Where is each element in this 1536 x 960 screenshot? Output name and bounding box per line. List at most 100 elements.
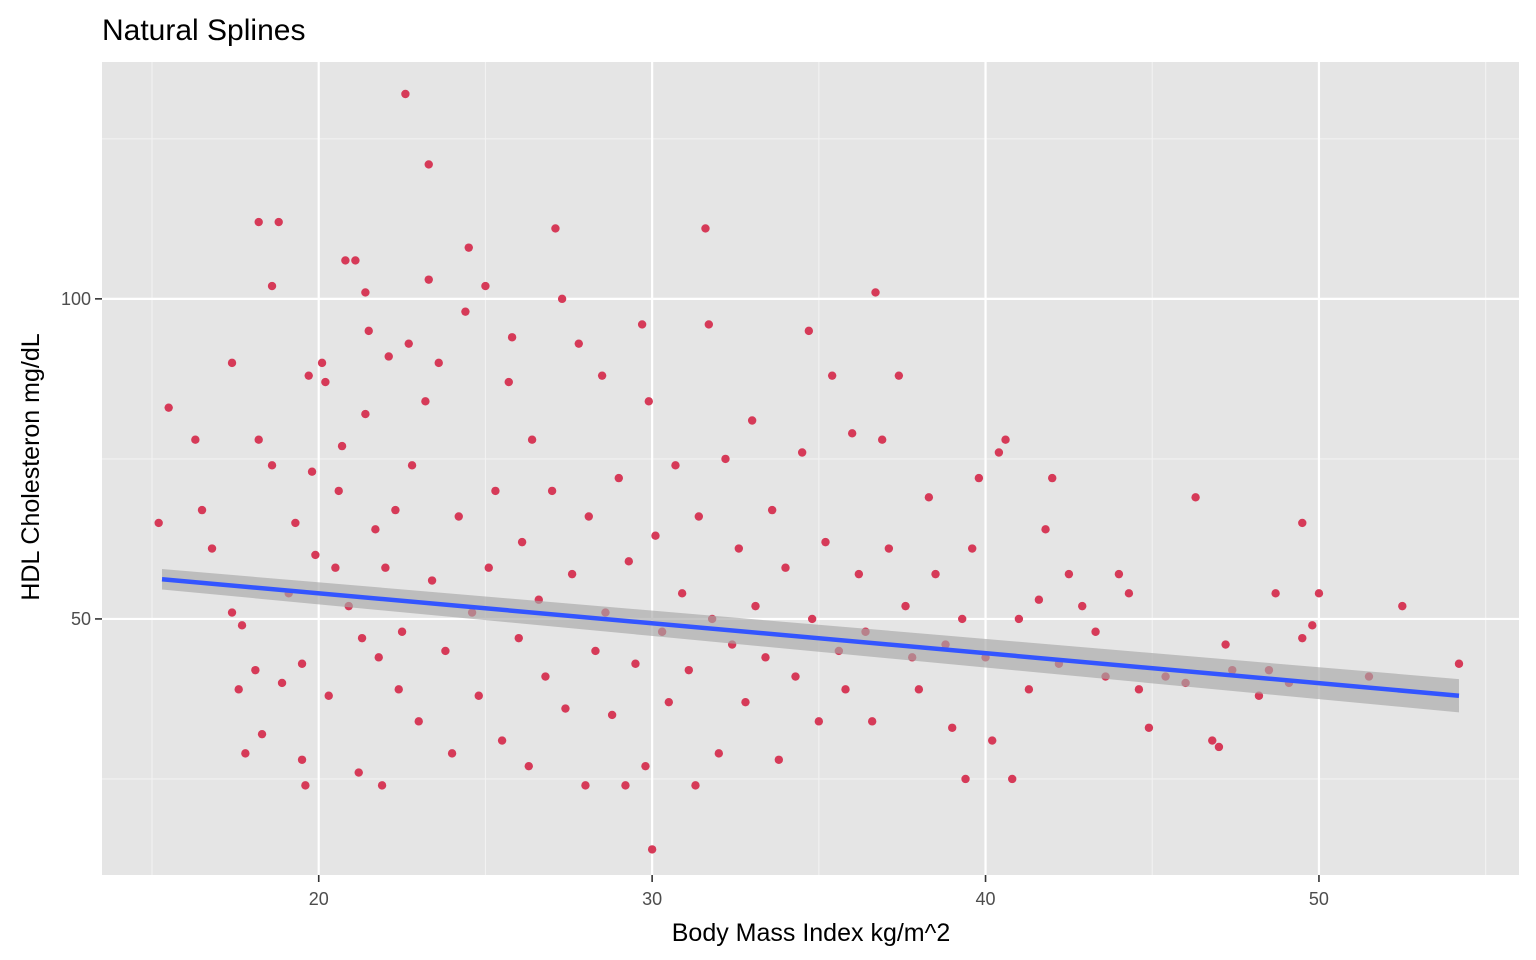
data-point <box>1134 685 1144 694</box>
data-point <box>637 320 647 329</box>
data-point <box>307 467 317 476</box>
x-tick-label: 20 <box>309 889 329 909</box>
data-point <box>474 691 483 700</box>
data-points <box>154 89 1464 854</box>
data-point <box>1298 518 1307 528</box>
data-point <box>651 531 660 540</box>
data-point <box>1048 473 1057 483</box>
data-point <box>267 461 277 470</box>
data-point <box>1208 736 1217 745</box>
data-point <box>1398 601 1407 611</box>
data-point <box>961 774 970 784</box>
data-point <box>1078 601 1087 611</box>
data-point <box>591 646 600 656</box>
data-point <box>561 704 570 713</box>
data-point <box>741 697 750 707</box>
data-point <box>567 569 577 579</box>
data-point <box>827 371 837 380</box>
data-point <box>994 448 1004 457</box>
minor-gridlines <box>102 62 1519 875</box>
data-point <box>354 768 363 777</box>
x-tick-label: 40 <box>976 889 996 909</box>
data-point <box>361 288 370 297</box>
data-point <box>1008 774 1017 784</box>
data-point <box>631 659 640 668</box>
data-point <box>671 461 680 470</box>
data-point <box>614 473 623 483</box>
data-point <box>821 537 830 547</box>
data-point <box>557 294 567 304</box>
data-point <box>581 781 590 790</box>
data-point <box>254 217 263 227</box>
data-point <box>401 89 410 99</box>
data-point <box>497 736 507 745</box>
data-point <box>484 563 493 572</box>
data-point <box>257 729 267 739</box>
data-point <box>297 755 307 764</box>
data-point <box>454 512 463 521</box>
data-point <box>324 691 333 700</box>
data-point <box>331 563 340 572</box>
y-tick-label: 100 <box>61 289 91 309</box>
data-point <box>647 845 657 854</box>
x-axis-title: Body Mass Index kg/m^2 <box>672 919 951 947</box>
data-point <box>321 377 330 387</box>
data-point <box>664 697 673 707</box>
data-point <box>341 256 350 265</box>
data-point <box>574 339 583 348</box>
data-point <box>751 601 760 611</box>
data-point <box>227 358 237 368</box>
data-point <box>854 569 864 579</box>
data-point <box>311 550 320 560</box>
data-point <box>867 717 877 726</box>
data-point <box>541 672 550 681</box>
data-point <box>948 723 957 732</box>
data-point <box>1191 493 1200 502</box>
data-point <box>677 589 687 598</box>
data-point <box>291 518 300 528</box>
data-point <box>274 217 283 227</box>
data-point <box>761 653 770 662</box>
data-point <box>491 486 500 496</box>
data-point <box>227 608 237 617</box>
data-point <box>1308 621 1317 630</box>
data-point <box>847 429 857 438</box>
data-point <box>394 685 403 694</box>
data-point <box>914 685 924 694</box>
data-point <box>968 544 977 553</box>
data-point <box>781 563 790 572</box>
tick-labels: 20 30 40 50 50 100 <box>61 289 1329 909</box>
data-point <box>301 781 310 790</box>
data-point <box>447 749 457 758</box>
data-point <box>1114 569 1124 579</box>
data-point <box>337 441 347 451</box>
x-tick-label: 50 <box>1309 889 1329 909</box>
data-point <box>1014 614 1024 624</box>
data-point <box>704 320 714 329</box>
data-point <box>441 646 450 656</box>
data-point <box>237 621 247 630</box>
data-point <box>407 461 417 470</box>
data-point <box>504 377 513 387</box>
data-point <box>424 160 433 169</box>
data-point <box>461 307 470 316</box>
data-point <box>924 493 934 502</box>
data-point <box>371 525 380 534</box>
data-point <box>317 358 327 368</box>
data-point <box>877 435 887 444</box>
data-point <box>481 281 490 291</box>
data-point <box>304 371 313 380</box>
data-point <box>931 569 940 579</box>
data-point <box>507 333 517 342</box>
data-point <box>791 672 800 681</box>
data-point <box>1454 659 1464 668</box>
data-point <box>1034 595 1044 604</box>
data-point <box>624 557 633 566</box>
data-point <box>958 614 967 624</box>
data-point <box>1091 627 1100 636</box>
y-axis-title: HDL Cholesteron mg/dL <box>17 333 45 600</box>
data-point <box>714 749 724 758</box>
data-point <box>644 397 653 406</box>
data-point <box>277 678 287 688</box>
data-point <box>797 448 807 457</box>
